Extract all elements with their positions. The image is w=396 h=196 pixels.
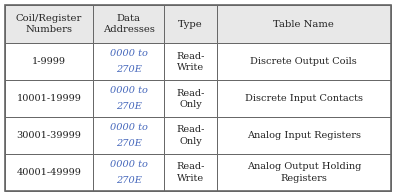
Text: 270E: 270E (116, 65, 142, 74)
Text: Analog Input Registers: Analog Input Registers (247, 131, 361, 140)
Bar (93, 117, 164, 154)
Bar (93, 43, 164, 80)
Bar (217, 154, 391, 191)
Text: Table Name: Table Name (273, 20, 334, 29)
Text: Data
Addresses: Data Addresses (103, 14, 155, 34)
Text: 40001-49999: 40001-49999 (17, 168, 82, 177)
Bar (5, 154, 93, 191)
Text: Coil/Register
Numbers: Coil/Register Numbers (16, 14, 82, 34)
Text: Analog Output Holding
Registers: Analog Output Holding Registers (247, 162, 361, 182)
Text: 270E: 270E (116, 176, 142, 185)
Bar (5, 5, 93, 43)
Bar (93, 80, 164, 117)
Text: 270E: 270E (116, 139, 142, 148)
Bar (164, 117, 217, 154)
Text: Type: Type (178, 20, 203, 29)
Text: 270E: 270E (116, 102, 142, 111)
Text: Discrete Output Coils: Discrete Output Coils (250, 57, 357, 66)
Bar (217, 5, 391, 43)
Bar (217, 117, 391, 154)
Bar (164, 5, 217, 43)
Bar (5, 117, 93, 154)
Bar (5, 80, 93, 117)
Bar (164, 154, 217, 191)
Text: 0000 to: 0000 to (110, 123, 148, 132)
Bar (93, 5, 164, 43)
Text: 1-9999: 1-9999 (32, 57, 66, 66)
Bar (93, 154, 164, 191)
Text: Discrete Input Contacts: Discrete Input Contacts (245, 94, 363, 103)
Bar (217, 43, 391, 80)
Text: Read-
Only: Read- Only (176, 125, 205, 146)
Text: Read-
Only: Read- Only (176, 89, 205, 109)
Text: 0000 to: 0000 to (110, 86, 148, 95)
Text: Read-
Write: Read- Write (176, 52, 205, 72)
Text: 10001-19999: 10001-19999 (17, 94, 82, 103)
Text: 0000 to: 0000 to (110, 49, 148, 58)
Bar (164, 43, 217, 80)
Bar (217, 80, 391, 117)
Bar (164, 80, 217, 117)
Text: 0000 to: 0000 to (110, 160, 148, 169)
Bar (5, 43, 93, 80)
Text: 30001-39999: 30001-39999 (17, 131, 82, 140)
Text: Read-
Write: Read- Write (176, 162, 205, 182)
